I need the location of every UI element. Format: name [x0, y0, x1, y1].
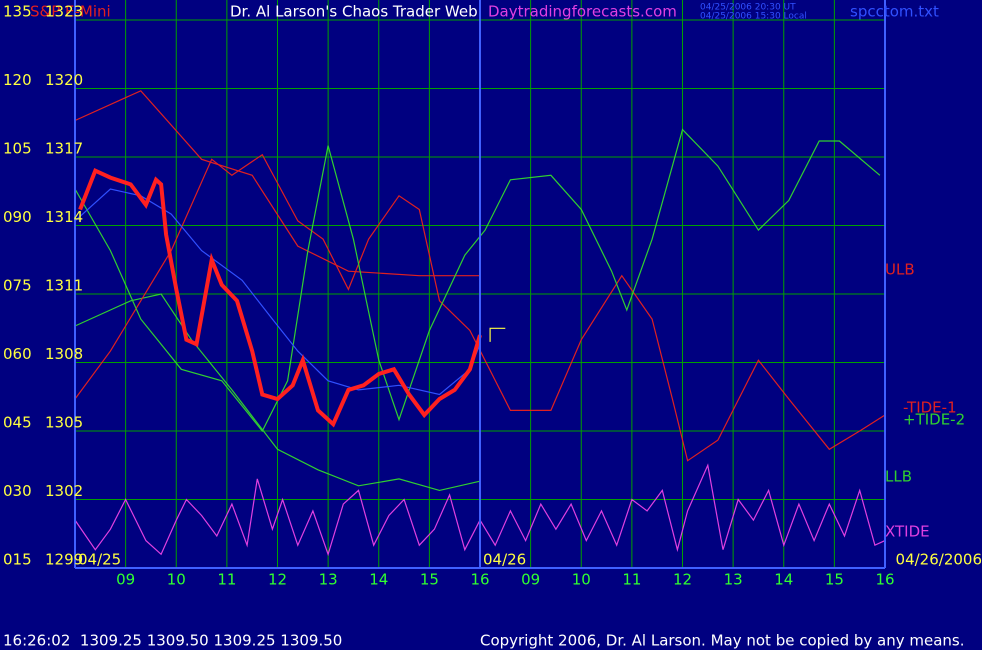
x-tick-label: 15 — [420, 571, 439, 589]
y-tick-label: 1323 — [45, 3, 83, 21]
date-label: 04/26 — [483, 551, 526, 569]
y2-tick-label: 105 — [3, 140, 32, 158]
date-label: 04/25 — [78, 551, 121, 569]
x-tick-label: 11 — [622, 571, 641, 589]
legend-label: -TIDE-1 — [903, 399, 957, 417]
instrument: S&P E-Mini — [30, 3, 111, 21]
y-tick-label: 1320 — [45, 71, 83, 89]
y2-tick-label: 075 — [3, 277, 32, 295]
legend-label: LLB — [885, 468, 912, 486]
file-name: spcctom.txt — [850, 3, 939, 21]
x-tick-label: 13 — [724, 571, 743, 589]
series-line — [74, 293, 481, 492]
y-tick-label: 1302 — [45, 482, 83, 500]
y-tick-label: 1308 — [45, 345, 83, 363]
legend-label: XTIDE — [885, 523, 930, 541]
series-line — [74, 188, 481, 396]
status-line: 16:26:02 1309.25 1309.50 1309.25 1309.50 — [3, 632, 342, 650]
y2-tick-label: 015 — [3, 551, 32, 569]
x-tick-label: 09 — [521, 571, 540, 589]
time-local: 04/25/2006 15:30 Local — [700, 12, 807, 22]
legend-label: ULB — [885, 261, 915, 279]
y2-tick-label: 030 — [3, 482, 32, 500]
x-tick-label: 10 — [572, 571, 591, 589]
site-title: Dr. Al Larson's Chaos Trader Web — [230, 3, 478, 21]
x-tick-label: 13 — [319, 571, 338, 589]
series-line — [489, 327, 506, 342]
y2-tick-label: 060 — [3, 345, 32, 363]
x-tick-label: 11 — [217, 571, 236, 589]
y2-tick-label: 120 — [3, 71, 32, 89]
x-tick-label: 12 — [268, 571, 287, 589]
y2-tick-label: 135 — [3, 3, 32, 21]
y2-tick-label: 045 — [3, 414, 32, 432]
y2-tick-label: 090 — [3, 208, 32, 226]
legend-label: +TIDE-2 — [903, 411, 965, 429]
series-line — [74, 90, 480, 277]
plot-area — [74, 0, 886, 569]
x-tick-label: 14 — [369, 571, 388, 589]
date-label: 04/26/2006 — [896, 551, 982, 569]
y-tick-label: 1311 — [45, 277, 83, 295]
x-tick-label: 10 — [167, 571, 186, 589]
x-tick-label: 15 — [825, 571, 844, 589]
series-line — [74, 153, 886, 462]
copyright: Copyright 2006, Dr. Al Larson. May not b… — [480, 632, 965, 650]
x-tick-label: 16 — [470, 571, 489, 589]
x-tick-label: 12 — [673, 571, 692, 589]
x-tick-label: 09 — [116, 571, 135, 589]
series-line — [74, 128, 881, 433]
time-ut: 04/25/2006 20:30 UT — [700, 3, 796, 13]
y-tick-label: 1314 — [45, 208, 83, 226]
series-line — [78, 168, 482, 428]
y-tick-label: 1305 — [45, 414, 83, 432]
y-tick-label: 1317 — [45, 140, 83, 158]
site-url: Daytradingforecasts.com — [488, 3, 677, 21]
x-tick-label: 16 — [875, 571, 894, 589]
x-tick-label: 14 — [774, 571, 793, 589]
y-tick-label: 1299 — [45, 551, 83, 569]
